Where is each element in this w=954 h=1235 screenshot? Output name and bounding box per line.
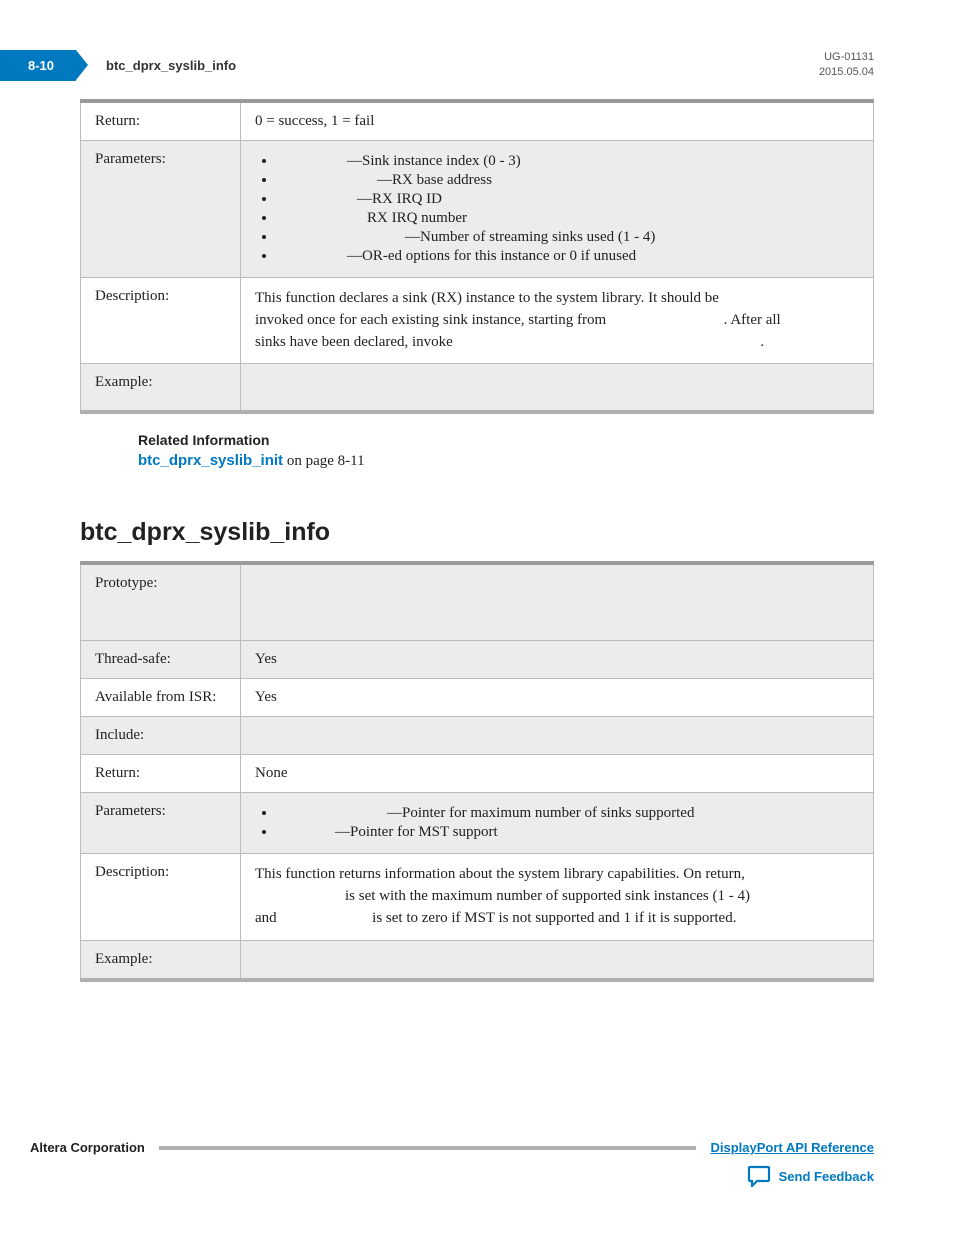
list-item: —RX base address	[277, 172, 859, 189]
row-label-description: Description:	[81, 278, 241, 364]
api-table-2: Prototype: Thread-safe: Yes Available fr…	[80, 561, 874, 982]
api-table-1: Return: 0 = success, 1 = fail Parameters…	[80, 99, 874, 414]
row-label-return2: Return:	[81, 755, 241, 793]
row-label-parameters: Parameters:	[81, 141, 241, 278]
table-row: Thread-safe: Yes	[81, 641, 874, 679]
desc-line: sinks have been declared, invoke .	[255, 332, 859, 354]
row-label-parameters2: Parameters:	[81, 793, 241, 854]
footer-doc-link[interactable]: DisplayPort API Reference	[710, 1140, 874, 1155]
list-item: —RX IRQ ID	[277, 191, 859, 208]
row-label-example2: Example:	[81, 940, 241, 980]
page-footer: Altera Corporation DisplayPort API Refer…	[0, 1140, 954, 1187]
related-link-row: btc_dprx_syslib_init on page 8-11	[138, 452, 874, 470]
footer-feedback: Send Feedback	[30, 1165, 874, 1187]
related-information: Related Information btc_dprx_syslib_init…	[138, 432, 874, 470]
page-header-left: 8-10 btc_dprx_syslib_info	[0, 50, 236, 81]
row-value-description: This function declares a sink (RX) insta…	[241, 278, 874, 364]
section-title: btc_dprx_syslib_info	[80, 518, 874, 547]
desc-line: This function declares a sink (RX) insta…	[255, 288, 859, 310]
table-row: Example:	[81, 940, 874, 980]
table-row: Available from ISR: Yes	[81, 679, 874, 717]
table-row: Return: 0 = success, 1 = fail	[81, 101, 874, 141]
table-row: Return: None	[81, 755, 874, 793]
row-label-description2: Description:	[81, 854, 241, 940]
desc-line: invoked once for each existing sink inst…	[255, 310, 859, 332]
list-item: —Pointer for maximum number of sinks sup…	[277, 805, 859, 822]
row-label-include: Include:	[81, 717, 241, 755]
list-item: —Pointer for MST support	[277, 824, 859, 841]
doc-date: 2015.05.04	[819, 65, 874, 80]
page-number-tab: 8-10	[0, 50, 76, 81]
feedback-icon	[747, 1165, 771, 1187]
row-label-example: Example:	[81, 364, 241, 412]
list-item: —Sink instance index (0 - 3)	[277, 153, 859, 170]
related-link[interactable]: btc_dprx_syslib_init	[138, 452, 283, 469]
row-label-isr: Available from ISR:	[81, 679, 241, 717]
related-heading: Related Information	[138, 432, 874, 448]
page-content: Return: 0 = success, 1 = fail Parameters…	[0, 99, 954, 982]
row-label-prototype: Prototype:	[81, 563, 241, 641]
send-feedback-link[interactable]: Send Feedback	[779, 1169, 874, 1184]
parameter-list: —Sink instance index (0 - 3) —RX base ad…	[255, 153, 859, 265]
desc-line: This function returns information about …	[255, 864, 859, 886]
row-value-include	[241, 717, 874, 755]
footer-company: Altera Corporation	[30, 1140, 145, 1155]
row-value-isr: Yes	[241, 679, 874, 717]
footer-top: Altera Corporation DisplayPort API Refer…	[30, 1140, 874, 1155]
doc-id: UG-01131	[819, 50, 874, 65]
table-row: Example:	[81, 364, 874, 412]
desc-line: and is set to zero if MST is not support…	[255, 908, 859, 930]
desc-line: is set with the maximum number of suppor…	[255, 886, 859, 908]
footer-divider	[159, 1146, 697, 1150]
row-value-parameters2: —Pointer for maximum number of sinks sup…	[241, 793, 874, 854]
row-value-return2: None	[241, 755, 874, 793]
page-header-right: UG-01131 2015.05.04	[819, 50, 874, 81]
row-value-parameters: —Sink instance index (0 - 3) —RX base ad…	[241, 141, 874, 278]
list-item: RX IRQ number	[277, 210, 859, 227]
row-value-threadsafe: Yes	[241, 641, 874, 679]
row-value-example	[241, 364, 874, 412]
list-item: —Number of streaming sinks used (1 - 4)	[277, 229, 859, 246]
table-row: Parameters: —Sink instance index (0 - 3)…	[81, 141, 874, 278]
table-row: Parameters: —Pointer for maximum number …	[81, 793, 874, 854]
row-value-return: 0 = success, 1 = fail	[241, 101, 874, 141]
table-row: Description: This function returns infor…	[81, 854, 874, 940]
row-value-example2	[241, 940, 874, 980]
row-label-threadsafe: Thread-safe:	[81, 641, 241, 679]
table-row: Prototype:	[81, 563, 874, 641]
header-section-name: btc_dprx_syslib_info	[106, 58, 236, 73]
row-label-return: Return:	[81, 101, 241, 141]
table-row: Include:	[81, 717, 874, 755]
row-value-prototype	[241, 563, 874, 641]
parameter-list-2: —Pointer for maximum number of sinks sup…	[255, 805, 859, 841]
table-row: Description: This function declares a si…	[81, 278, 874, 364]
row-value-description2: This function returns information about …	[241, 854, 874, 940]
related-link-suffix: on page 8-11	[283, 453, 365, 469]
page-header: 8-10 btc_dprx_syslib_info UG-01131 2015.…	[0, 0, 954, 99]
list-item: —OR-ed options for this instance or 0 if…	[277, 248, 859, 265]
